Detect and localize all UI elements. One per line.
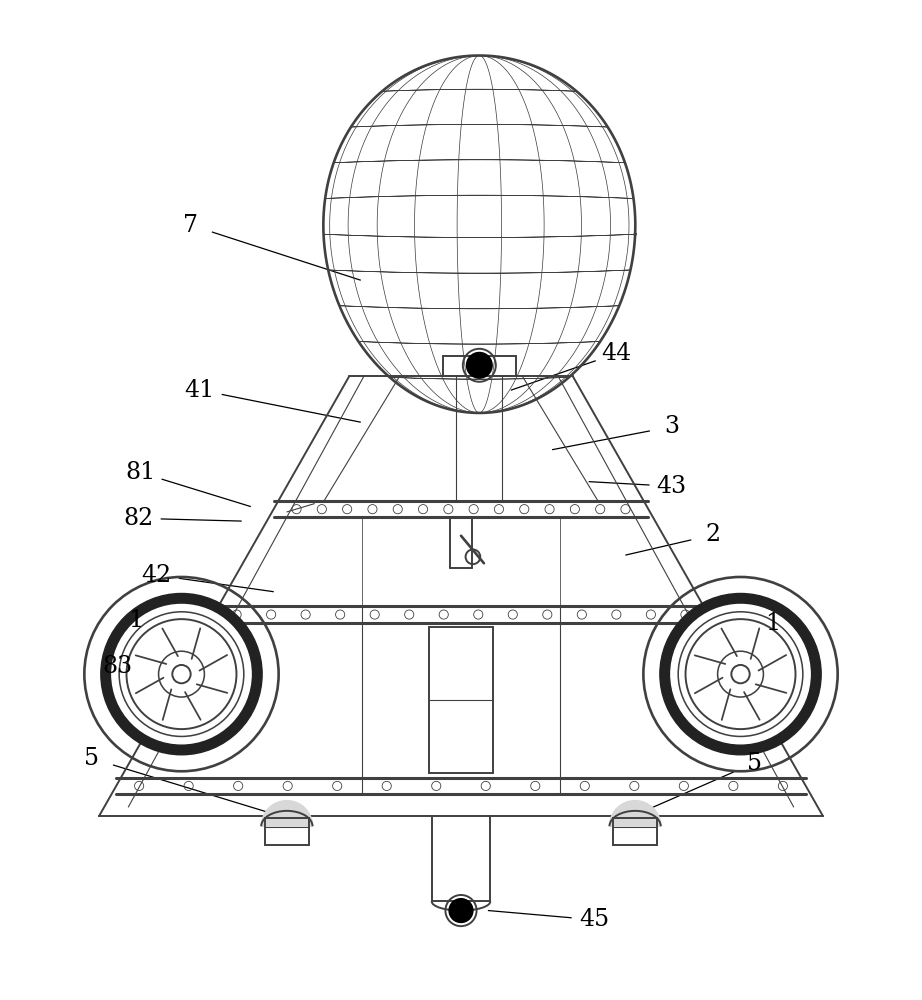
Text: 43: 43 <box>656 475 687 498</box>
Circle shape <box>449 899 473 922</box>
Text: 1: 1 <box>765 612 780 635</box>
Text: 45: 45 <box>579 908 609 931</box>
Circle shape <box>467 352 492 378</box>
Circle shape <box>172 665 191 683</box>
Circle shape <box>112 604 251 744</box>
Circle shape <box>100 593 262 755</box>
Text: 44: 44 <box>602 342 632 365</box>
Text: 41: 41 <box>184 379 215 402</box>
Circle shape <box>671 604 810 744</box>
Bar <box>613 818 657 845</box>
Text: 42: 42 <box>142 564 171 587</box>
Text: 5: 5 <box>84 747 100 770</box>
Text: 7: 7 <box>183 214 198 237</box>
Text: 5: 5 <box>747 752 762 775</box>
Text: 3: 3 <box>664 415 680 438</box>
Wedge shape <box>261 801 313 826</box>
Bar <box>265 818 309 845</box>
Text: 82: 82 <box>124 507 154 530</box>
Circle shape <box>660 593 822 755</box>
Text: 1: 1 <box>128 609 143 632</box>
Wedge shape <box>609 801 661 826</box>
Text: 81: 81 <box>125 461 156 484</box>
Circle shape <box>731 665 750 683</box>
Circle shape <box>717 651 763 697</box>
Text: 2: 2 <box>705 523 721 546</box>
Text: 83: 83 <box>102 655 133 678</box>
Circle shape <box>159 651 205 697</box>
